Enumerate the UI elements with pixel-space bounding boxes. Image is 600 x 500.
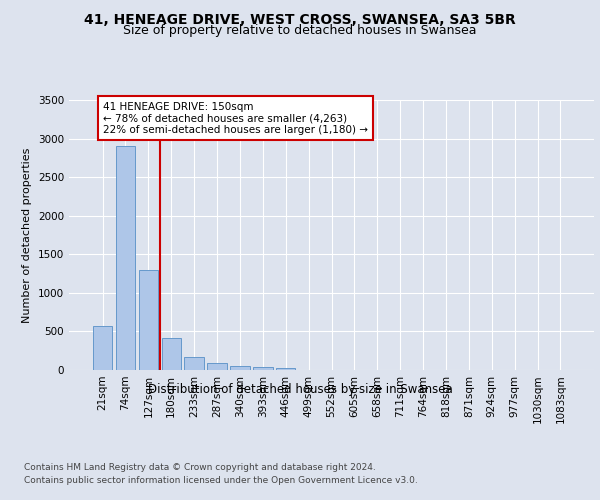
Y-axis label: Number of detached properties: Number of detached properties <box>22 148 32 322</box>
Bar <box>184 357 204 370</box>
Bar <box>139 270 158 370</box>
Bar <box>208 364 227 370</box>
Text: Distribution of detached houses by size in Swansea: Distribution of detached houses by size … <box>148 382 452 396</box>
Bar <box>161 338 181 370</box>
Bar <box>116 146 135 370</box>
Text: Size of property relative to detached houses in Swansea: Size of property relative to detached ho… <box>123 24 477 37</box>
Bar <box>253 368 272 370</box>
Bar <box>276 368 295 370</box>
Text: 41 HENEAGE DRIVE: 150sqm
← 78% of detached houses are smaller (4,263)
22% of sem: 41 HENEAGE DRIVE: 150sqm ← 78% of detach… <box>103 102 368 134</box>
Text: Contains HM Land Registry data © Crown copyright and database right 2024.: Contains HM Land Registry data © Crown c… <box>24 462 376 471</box>
Text: Contains public sector information licensed under the Open Government Licence v3: Contains public sector information licen… <box>24 476 418 485</box>
Bar <box>93 326 112 370</box>
Text: 41, HENEAGE DRIVE, WEST CROSS, SWANSEA, SA3 5BR: 41, HENEAGE DRIVE, WEST CROSS, SWANSEA, … <box>84 12 516 26</box>
Bar <box>230 366 250 370</box>
